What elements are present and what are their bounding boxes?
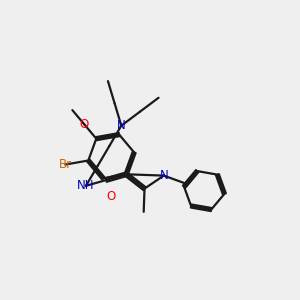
Text: O: O (80, 118, 89, 131)
Text: NH: NH (77, 179, 95, 192)
Text: Br: Br (59, 158, 72, 171)
Text: N: N (159, 169, 168, 182)
Text: O: O (106, 190, 116, 203)
Text: N: N (117, 119, 126, 132)
